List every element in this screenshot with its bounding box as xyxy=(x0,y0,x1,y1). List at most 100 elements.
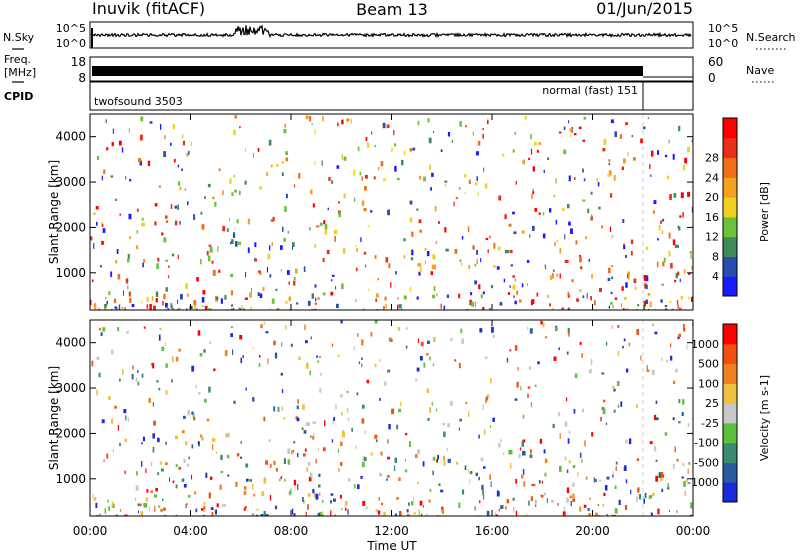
heatmap-cell xyxy=(676,300,679,305)
heatmap-cell xyxy=(243,486,247,490)
heatmap-cell xyxy=(318,473,321,477)
heatmap-cell xyxy=(567,438,570,444)
heatmap-cell xyxy=(490,378,492,384)
heatmap-cell xyxy=(206,418,210,422)
heatmap-cell xyxy=(275,288,278,291)
heatmap-cell xyxy=(165,441,167,445)
heatmap-cell xyxy=(405,345,408,349)
heatmap-cell xyxy=(235,481,238,487)
heatmap-cell xyxy=(514,278,516,282)
heatmap-cell xyxy=(566,497,569,503)
heatmap-cell xyxy=(513,507,515,513)
heatmap-cell xyxy=(165,308,169,310)
y-tick-label: 3000 xyxy=(55,175,86,189)
heatmap-cell xyxy=(535,499,537,504)
heatmap-cell xyxy=(98,327,102,331)
x-tick-label: 20:00 xyxy=(575,524,610,538)
heatmap-cell xyxy=(251,288,252,294)
heatmap-cell xyxy=(281,172,284,177)
heatmap-cell xyxy=(611,235,613,238)
heatmap-cell xyxy=(588,258,590,262)
heatmap-cell xyxy=(543,169,545,173)
heatmap-cell xyxy=(200,211,203,215)
heatmap-cell xyxy=(608,305,610,309)
heatmap-cell xyxy=(148,397,151,403)
heatmap-cell xyxy=(461,236,464,240)
heatmap-cell xyxy=(561,208,565,211)
heatmap-cell xyxy=(467,411,470,417)
heatmap-cell xyxy=(230,304,234,307)
heatmap-cell xyxy=(648,495,652,499)
heatmap-cell xyxy=(521,230,525,234)
heatmap-cell xyxy=(204,398,207,403)
heatmap-cell xyxy=(238,241,241,245)
heatmap-cell xyxy=(263,416,266,422)
heatmap-cell xyxy=(559,273,561,279)
heatmap-cell xyxy=(480,457,484,462)
heatmap-cell xyxy=(99,513,101,516)
power-panel: 1000 2000 3000 4000 Slant Range [km] 4 8 12 16… xyxy=(47,113,771,311)
heatmap-cell xyxy=(271,298,275,304)
colorbar-segment xyxy=(723,482,737,503)
heatmap-cell xyxy=(638,494,642,500)
heatmap-cell xyxy=(479,500,481,504)
colorbar-segment xyxy=(723,422,737,444)
heatmap-cell xyxy=(265,514,269,516)
heatmap-cell xyxy=(529,234,531,238)
heatmap-cell xyxy=(558,131,562,134)
heatmap-cell xyxy=(680,192,684,199)
heatmap-cell xyxy=(512,275,515,278)
heatmap-cell xyxy=(357,484,360,490)
heatmap-cell xyxy=(234,189,237,193)
heatmap-cell xyxy=(672,153,675,160)
heatmap-cell xyxy=(353,346,355,351)
heatmap-cell xyxy=(650,174,652,177)
heatmap-cell xyxy=(567,307,571,310)
heatmap-cell xyxy=(393,129,395,136)
heatmap-cell xyxy=(583,178,586,182)
heatmap-cell xyxy=(145,497,148,502)
heatmap-cell xyxy=(586,293,588,299)
heatmap-cell xyxy=(102,327,106,332)
heatmap-cell xyxy=(398,477,401,481)
heatmap-cell xyxy=(107,499,109,503)
heatmap-cell xyxy=(387,456,390,460)
heatmap-cell xyxy=(444,227,447,233)
heatmap-cell xyxy=(244,180,247,185)
heatmap-cell xyxy=(399,401,402,407)
heatmap-cell xyxy=(303,430,307,434)
heatmap-cell xyxy=(591,214,593,218)
heatmap-cell xyxy=(508,449,513,455)
heatmap-cell xyxy=(273,340,276,346)
heatmap-cell xyxy=(333,229,338,235)
heatmap-cell xyxy=(268,439,271,442)
heatmap-cell xyxy=(210,476,213,480)
heatmap-cell xyxy=(544,458,548,464)
heatmap-cell xyxy=(248,479,251,482)
heatmap-cell xyxy=(131,304,135,308)
heatmap-cell xyxy=(115,198,118,201)
heatmap-cell xyxy=(593,300,596,306)
heatmap-cell xyxy=(280,372,283,376)
heatmap-cell xyxy=(330,500,332,504)
heatmap-cell xyxy=(367,288,370,291)
heatmap-cell xyxy=(297,484,299,490)
heatmap-cell xyxy=(374,320,378,324)
heatmap-cell xyxy=(276,164,279,167)
heatmap-cell xyxy=(522,414,525,419)
heatmap-cell xyxy=(572,499,576,502)
heatmap-cell xyxy=(579,506,582,512)
heatmap-cell xyxy=(563,149,567,155)
heatmap-cell xyxy=(419,229,422,233)
heatmap-cell xyxy=(622,308,625,310)
heatmap-cell xyxy=(410,257,414,261)
heatmap-cell xyxy=(585,236,588,240)
colorbar-tick-label: 24 xyxy=(705,171,719,184)
heatmap-cell xyxy=(578,126,582,130)
nave-tick-bottom: 0 xyxy=(708,71,716,85)
heatmap-cell xyxy=(126,330,129,334)
heatmap-cell xyxy=(319,222,323,226)
heatmap-cell xyxy=(292,242,295,247)
heatmap-cell xyxy=(570,500,572,507)
heatmap-cell xyxy=(600,416,602,422)
